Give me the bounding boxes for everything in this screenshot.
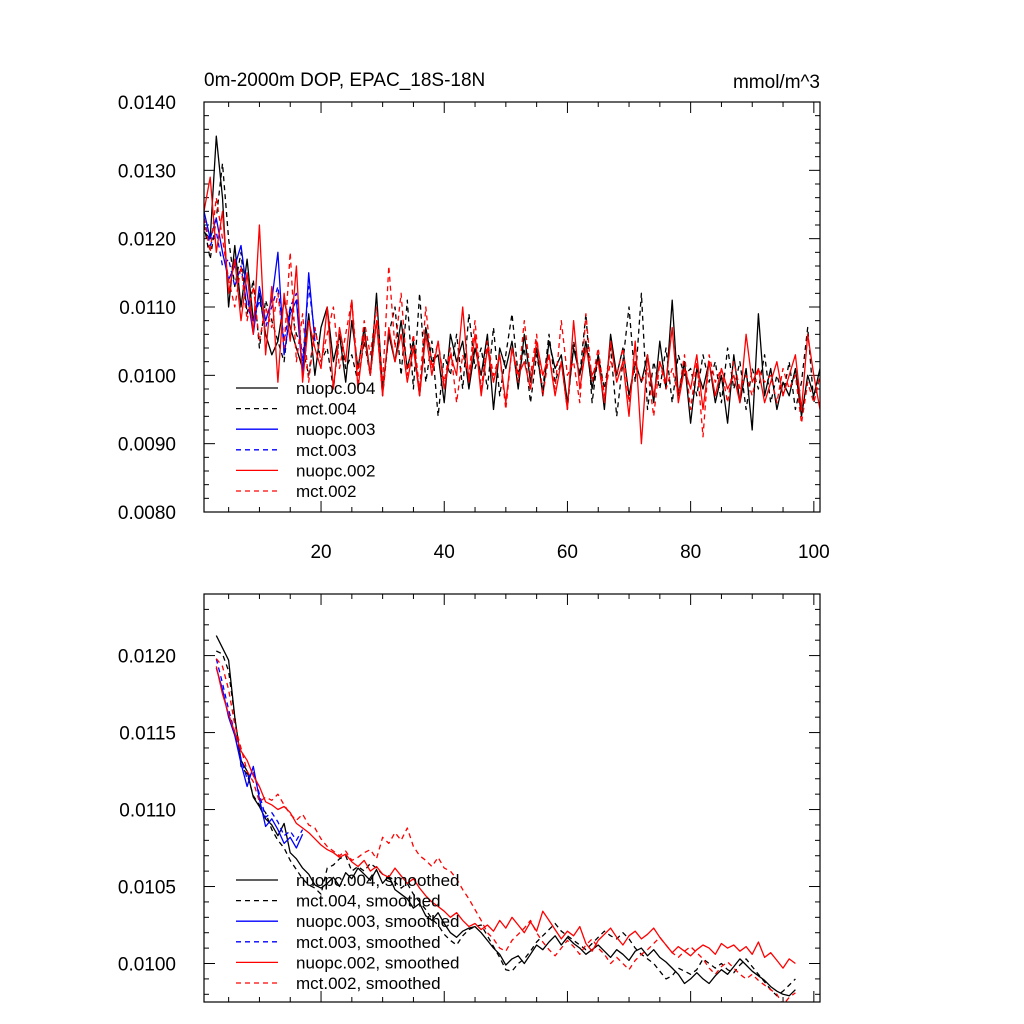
y-tick-label: 0.0120 (118, 647, 176, 668)
y-tick-label: 0.0080 (118, 503, 176, 524)
y-tick-label: 0.0120 (118, 230, 176, 251)
series-line-mct-002 (204, 197, 820, 438)
legend-label: mct.003 (296, 441, 356, 460)
legend-label: nuopc.004, smoothed (296, 871, 460, 890)
y-tick-label: 0.0115 (119, 724, 176, 745)
series-line-mct-003 (204, 218, 316, 363)
chart-panel-1 (203, 101, 821, 513)
series-line-nuopc-002 (204, 176, 820, 445)
legend-label: nuopc.002, smoothed (296, 953, 460, 972)
series-line-nuopc-004 (204, 135, 820, 431)
legend-label: mct.003, smoothed (296, 933, 441, 952)
legend-label: nuopc.003 (296, 420, 375, 439)
y-tick-label: 0.0105 (118, 878, 176, 899)
y-tick-label: 0.0140 (118, 93, 176, 114)
y-tick-label: 0.0130 (118, 161, 176, 182)
x-tick-label: 60 (557, 542, 578, 563)
legend-label: mct.002, smoothed (296, 974, 441, 993)
series-line-mct-002-smoothed (215, 658, 796, 1002)
legend-label: mct.004 (296, 400, 356, 419)
legend-label: nuopc.003, smoothed (296, 912, 460, 931)
plot-frame (203, 101, 821, 513)
y-tick-label: 0.0100 (118, 366, 176, 387)
plot-frame (203, 593, 821, 1003)
y-tick-label: 0.0090 (118, 435, 176, 456)
legend-label: mct.004, smoothed (296, 892, 441, 911)
units-label: mmol/m^3 (733, 72, 820, 93)
series-line-nuopc-004-smoothed (215, 635, 796, 997)
series-line-nuopc-003-smoothed (215, 667, 304, 849)
legend-label: mct.002 (296, 482, 356, 501)
y-tick-label: 0.0100 (118, 955, 176, 976)
x-tick-label: 100 (798, 542, 830, 563)
y-tick-label: 0.0110 (119, 298, 176, 319)
x-tick-label: 40 (434, 542, 455, 563)
series-line-mct-004 (204, 162, 820, 417)
legend-label: nuopc.004 (296, 379, 375, 398)
legend-label: nuopc.002 (296, 461, 375, 480)
series-line-mct-003-smoothed (215, 658, 304, 841)
series-line-nuopc-002-smoothed (215, 666, 796, 969)
series-line-mct-004-smoothed (216, 650, 796, 997)
y-tick-label: 0.0110 (119, 801, 176, 822)
chart-panel-2 (203, 593, 821, 1003)
x-tick-label: 20 (310, 542, 331, 563)
x-tick-label: 80 (680, 542, 701, 563)
chart-title: 0m-2000m DOP, EPAC_18S-18N (204, 70, 485, 91)
